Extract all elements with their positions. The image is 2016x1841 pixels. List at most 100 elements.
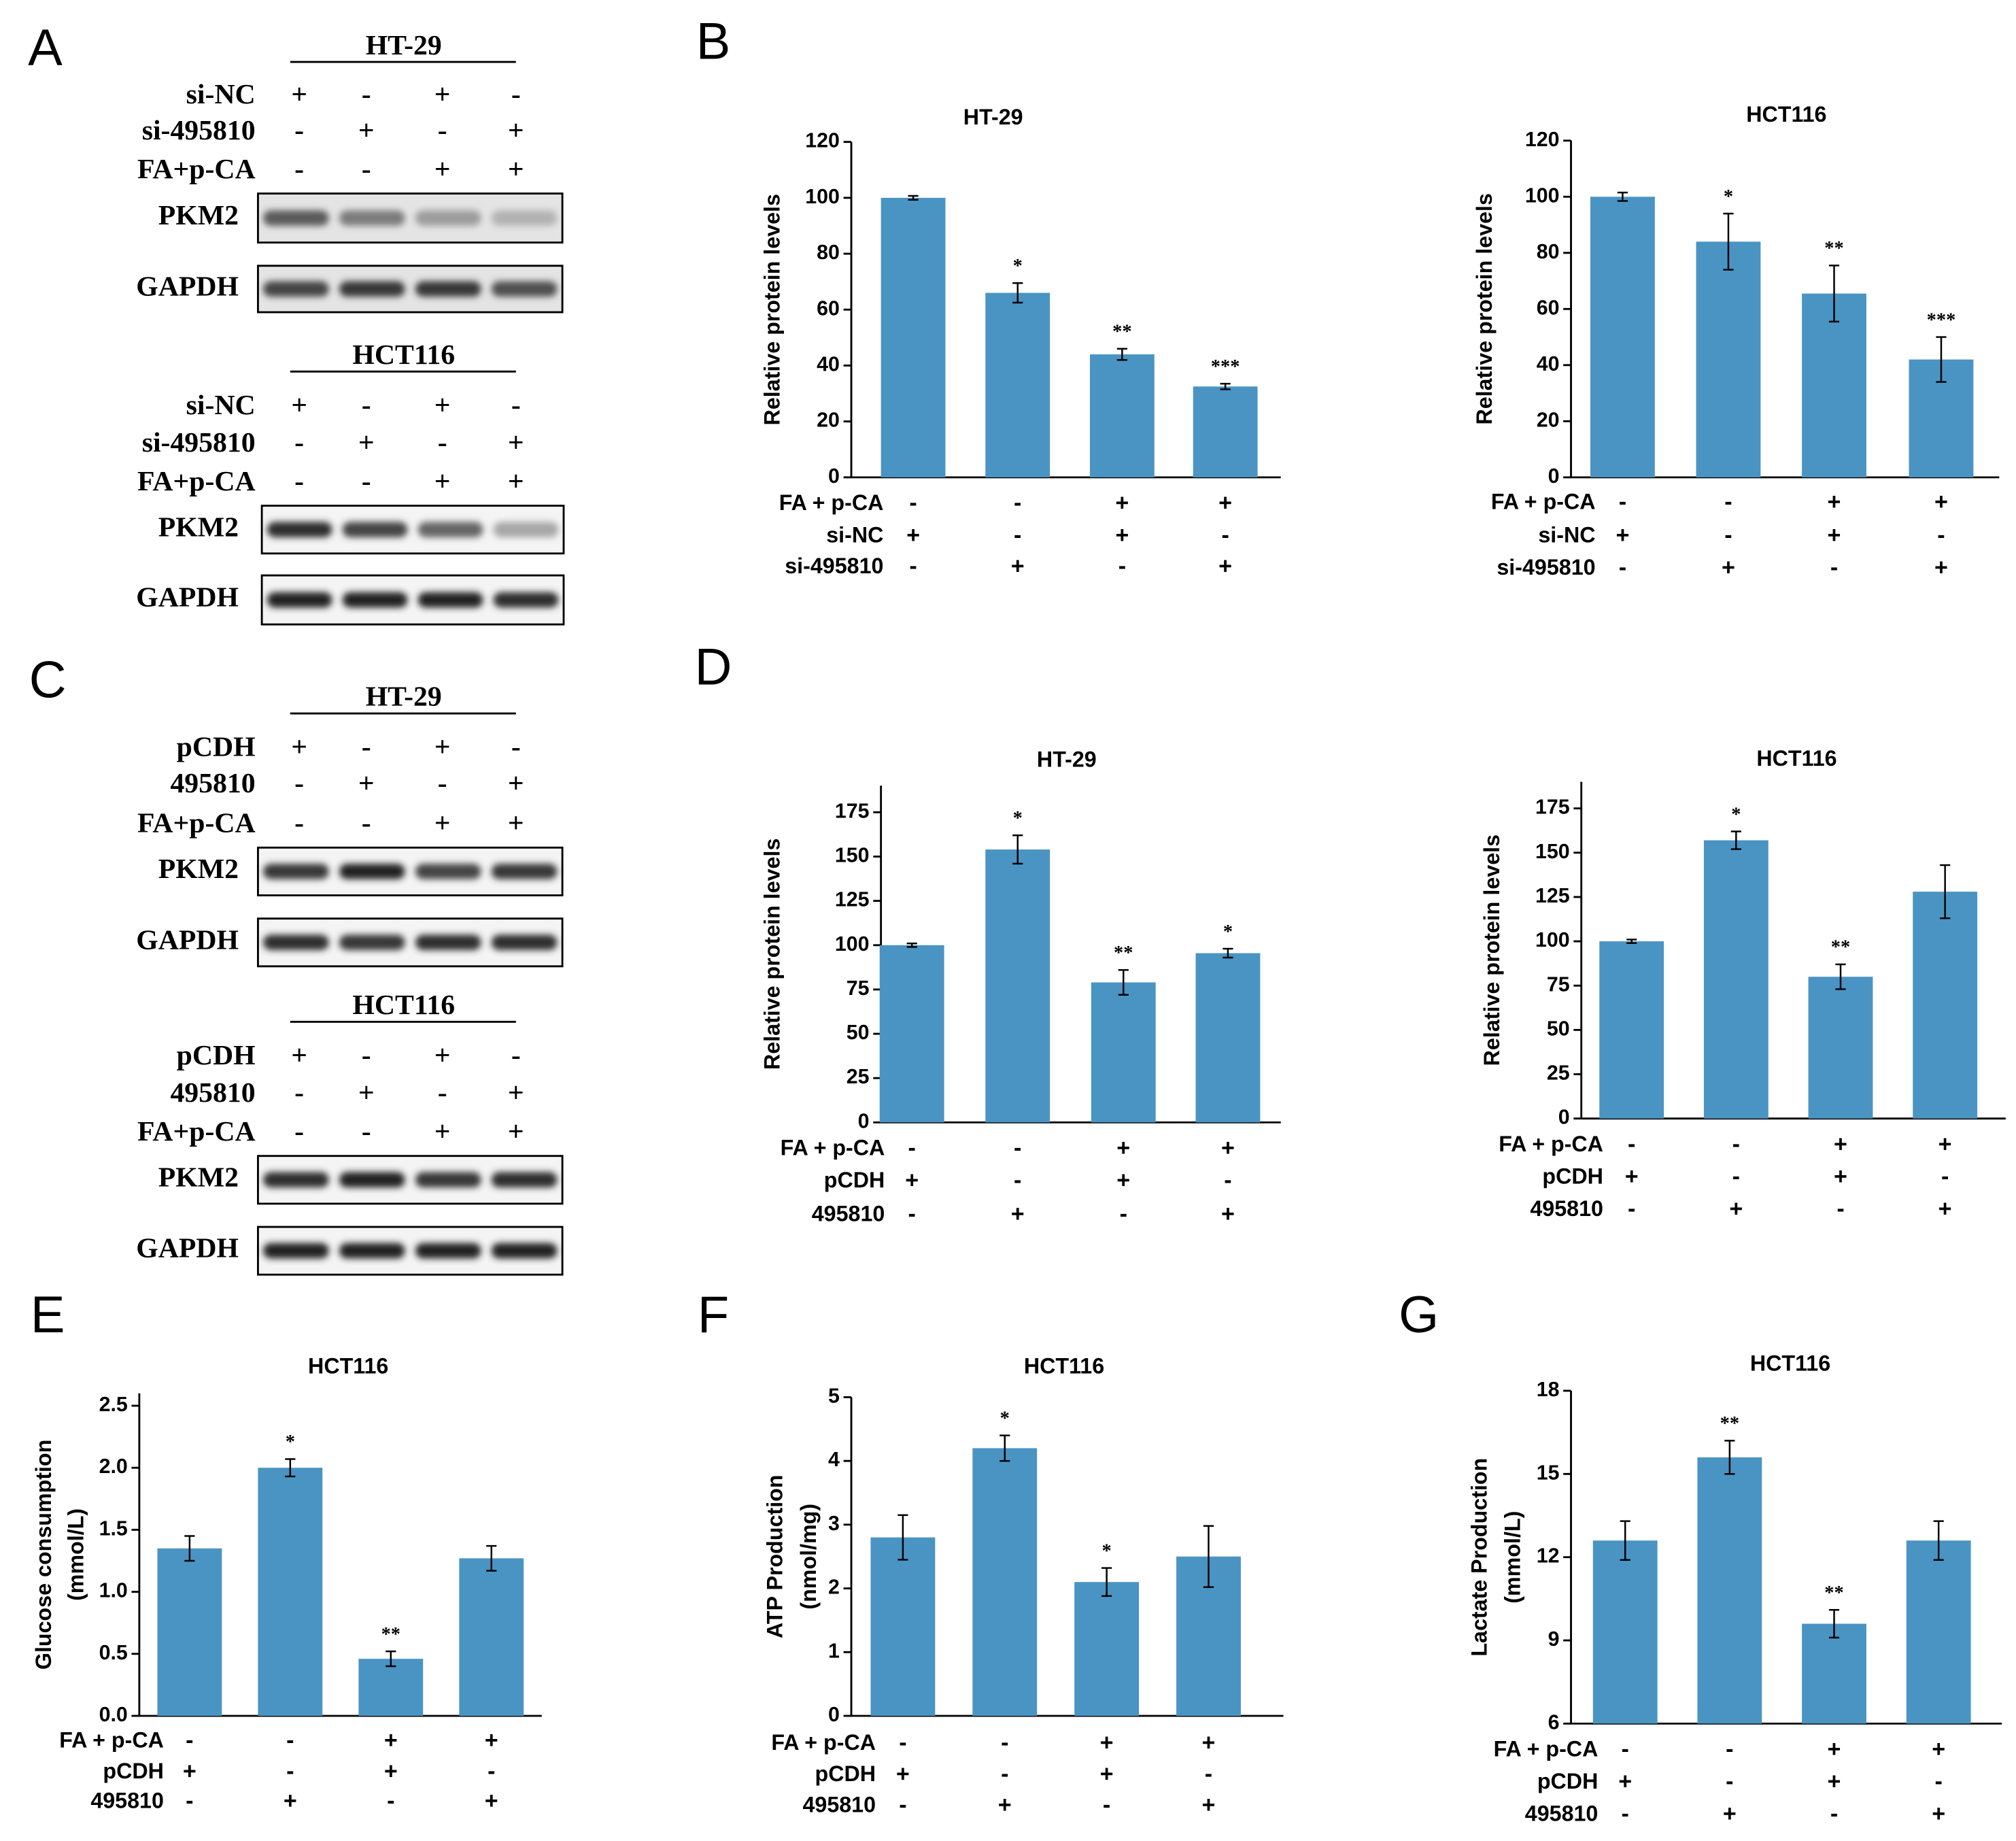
condition-label: FA + p-CA [59, 1727, 164, 1752]
chart-title: HCT116 [1750, 1351, 1830, 1376]
treatment-sign: - [438, 768, 447, 799]
significance-label: * [1223, 922, 1233, 943]
condition-sign: - [286, 1758, 294, 1784]
condition-sign: + [284, 1788, 297, 1814]
condition-sign: - [1103, 1792, 1110, 1818]
condition-sign: - [186, 1727, 193, 1753]
treatment-sign: + [508, 808, 524, 839]
treatment-sign: - [362, 390, 371, 421]
bar [358, 1659, 424, 1716]
condition-label: si-NC [1538, 523, 1595, 547]
condition-sign: + [1625, 1164, 1639, 1189]
y-tick-label: 100 [1535, 929, 1570, 951]
treatment-sign: - [294, 808, 304, 839]
condition-sign: + [1932, 1801, 1945, 1827]
condition-sign: + [1011, 554, 1025, 579]
error-bar [1012, 834, 1023, 865]
y-axis-label: ATP Production [763, 1474, 787, 1638]
condition-sign: + [1828, 522, 1841, 548]
error-bar [1118, 969, 1129, 996]
bar [985, 849, 1050, 1123]
error-bar [1730, 830, 1741, 850]
condition-sign: + [1834, 1132, 1847, 1158]
error-bar [1626, 939, 1637, 944]
condition-label: pCDH [103, 1759, 164, 1783]
y-tick-label: 60 [1537, 297, 1560, 319]
condition-sign: - [1619, 555, 1626, 581]
treatment-sign: - [294, 466, 304, 497]
condition-sign: - [1001, 1730, 1008, 1756]
treatment-sign: - [294, 154, 304, 185]
y-tick-label: 100 [835, 933, 870, 956]
treatment-sign: + [434, 79, 451, 110]
y-tick-label: 0.0 [99, 1704, 128, 1726]
band [339, 281, 405, 297]
condition-sign: - [899, 1730, 906, 1756]
band [262, 864, 329, 879]
treatment-sign: - [511, 732, 521, 763]
y-tick-label: 80 [1537, 241, 1560, 263]
bar [1802, 1623, 1866, 1724]
y-tick-label: 3 [828, 1513, 840, 1535]
treatment-sign: - [294, 115, 304, 146]
treatment-sign: - [362, 154, 371, 185]
y-tick-label: 0 [1558, 1107, 1570, 1129]
y-tick-label: 2.5 [99, 1394, 128, 1416]
treatment-label: pCDH [177, 732, 256, 763]
bar [1808, 977, 1873, 1119]
significance-label: * [1000, 1408, 1010, 1429]
condition-sign: + [1100, 1730, 1114, 1756]
chart-title: HT-29 [1037, 747, 1097, 772]
treatment-sign: - [511, 79, 521, 110]
condition-sign: + [906, 522, 920, 548]
y-tick-label: 40 [1537, 353, 1560, 375]
bar [870, 1537, 936, 1716]
y-tick-label: 12 [1537, 1545, 1560, 1568]
error-bar [906, 942, 917, 948]
condition-sign: + [1934, 489, 1948, 515]
treatment-label: si-NC [186, 390, 256, 421]
y-tick-label: 40 [817, 353, 840, 375]
bar [1599, 941, 1664, 1119]
bar [1091, 982, 1156, 1123]
y-axis-label: Relative protein levels [760, 839, 785, 1070]
condition-sign: - [1622, 1736, 1629, 1762]
treatment-label: FA+p-CA [137, 466, 256, 497]
bar [1089, 354, 1155, 477]
y-tick-label: 1.0 [99, 1580, 128, 1602]
condition-sign: + [1115, 522, 1129, 548]
band [342, 592, 408, 608]
treatment-label: si-495810 [142, 115, 256, 146]
error-bar [1828, 1608, 1840, 1639]
treatment-sign: + [434, 732, 451, 763]
chart-title: HCT116 [1746, 102, 1826, 126]
error-bar [184, 1535, 195, 1562]
y-tick-label: 20 [817, 409, 840, 432]
bar [1697, 1457, 1762, 1724]
condition-sign: - [1628, 1132, 1635, 1158]
bar [1913, 892, 1978, 1119]
band [417, 522, 483, 538]
condition-sign: + [183, 1758, 197, 1784]
error-bar [1723, 212, 1734, 271]
treatment-sign: - [362, 1116, 371, 1147]
condition-sign: + [1218, 554, 1232, 579]
treatment-label: si-NC [186, 79, 256, 110]
band-label: GAPDH [136, 924, 239, 956]
panel-letter: A [28, 19, 63, 77]
condition-sign: + [1938, 1196, 1952, 1221]
significance-label: *** [1211, 356, 1240, 377]
y-tick-label: 125 [1535, 885, 1570, 907]
y-tick-label: 0 [828, 465, 840, 488]
condition-sign: + [1116, 1135, 1130, 1161]
band [262, 281, 329, 297]
y-tick-label: 4 [828, 1449, 840, 1471]
condition-sign: + [998, 1792, 1012, 1818]
y-tick-label: 75 [847, 977, 870, 1000]
condition-label: 495810 [1525, 1802, 1599, 1826]
condition-label: FA + p-CA [1491, 489, 1596, 513]
y-axis-label: (nmol/mg) [796, 1504, 821, 1610]
error-bar [1933, 1520, 1944, 1561]
y-tick-label: 50 [1547, 1017, 1570, 1040]
condition-sign: - [1934, 1769, 1942, 1795]
